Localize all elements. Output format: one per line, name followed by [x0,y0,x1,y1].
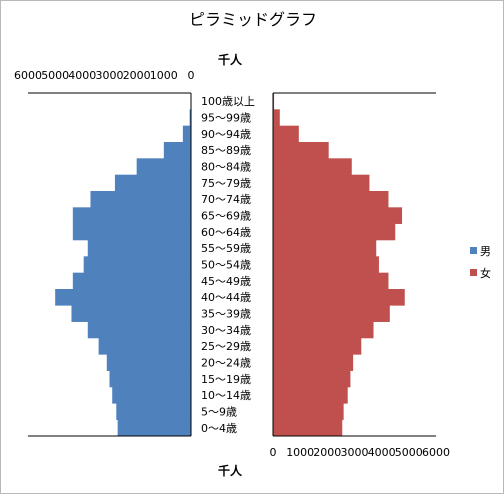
male-bar [73,207,191,224]
male-bar [99,338,191,355]
age-label: 40〜44歳 [201,291,251,304]
legend-label: 女 [480,266,491,280]
male-bar [88,240,191,257]
age-label: 85〜89歳 [201,144,251,157]
female-bar [273,158,352,175]
male-bar [71,305,191,322]
age-label: 10〜14歳 [201,389,251,402]
male-bar [107,354,191,371]
female-bar [273,289,405,306]
age-label: 60〜64歳 [201,226,251,239]
age-label: 100歳以上 [201,95,255,108]
left-tick-label: 3000 [96,69,124,82]
female-bar [273,338,361,355]
male-bar [55,289,191,306]
female-bar [273,175,369,192]
age-label: 80〜84歳 [201,161,251,174]
left-tick-label: 0 [188,69,195,82]
age-label: 45〜49歳 [201,275,251,288]
male-bar [164,142,191,159]
male-bar [90,191,191,208]
left-tick-label: 4000 [68,69,96,82]
age-label: 5〜9歳 [201,406,237,419]
age-label: 0〜4歳 [201,422,237,435]
female-bar [273,322,374,339]
male-bar [88,322,191,339]
female-bar [273,354,353,371]
male-bar [115,175,191,192]
female-bar [273,207,402,224]
age-label: 90〜94歳 [201,128,251,141]
female-bar [273,305,390,322]
male-bar [183,126,191,143]
female-bar [273,256,379,273]
left-tick-label: 1000 [150,69,178,82]
male-bar [84,256,191,273]
female-bar [273,224,395,241]
age-label: 15〜19歳 [201,373,251,386]
female-bar [273,109,280,126]
male-bar [137,158,191,175]
left-tick-label: 5000 [41,69,69,82]
left-tick-label: 6000 [14,69,42,82]
left-tick-label: 2000 [123,69,151,82]
right-tick-label: 5000 [395,446,423,459]
female-bars [273,93,405,436]
male-bar [118,420,191,437]
age-label: 20〜24歳 [201,357,251,370]
female-bar [273,126,299,143]
chart-title: ピラミッドグラフ [189,10,317,29]
age-label: 50〜54歳 [201,259,251,272]
right-tick-label: 4000 [368,446,396,459]
legend-swatch [470,247,477,254]
age-label: 30〜34歳 [201,324,251,337]
age-labels: 0〜4歳 5〜9歳 10〜14歳 15〜19歳 20〜24歳 25〜29歳 30〜34歳 35… [201,95,255,435]
age-label: 55〜59歳 [201,242,251,255]
female-bar [273,142,329,159]
right-tick-label: 6000 [422,446,450,459]
female-bar [273,191,388,208]
female-bar [273,420,342,437]
legend-label: 男 [480,245,491,258]
male-bar [110,371,192,388]
unit-label-bottom: 千人 [218,463,243,478]
age-label: 65〜69歳 [201,210,251,223]
unit-label-top: 千人 [218,52,243,67]
female-bar [273,387,348,404]
male-bar [73,273,191,290]
right-tick-label: 0 [270,446,277,459]
male-bar [112,387,191,404]
legend-swatch [470,269,477,276]
age-label: 75〜79歳 [201,177,251,190]
female-bar [273,371,350,388]
male-bar [116,403,191,420]
male-bar [73,224,191,241]
age-label: 35〜39歳 [201,308,251,321]
female-bar [273,403,344,420]
legend: 男女 [470,245,491,280]
age-label: 25〜29歳 [201,340,251,353]
age-label: 70〜74歳 [201,193,251,206]
right-tick-label: 1000 [286,446,314,459]
right-tick-label: 2000 [313,446,341,459]
right-tick-label: 3000 [341,446,369,459]
female-bar [273,273,388,290]
male-bars [55,93,191,436]
age-label: 95〜99歳 [201,112,251,125]
female-bar [273,240,376,257]
